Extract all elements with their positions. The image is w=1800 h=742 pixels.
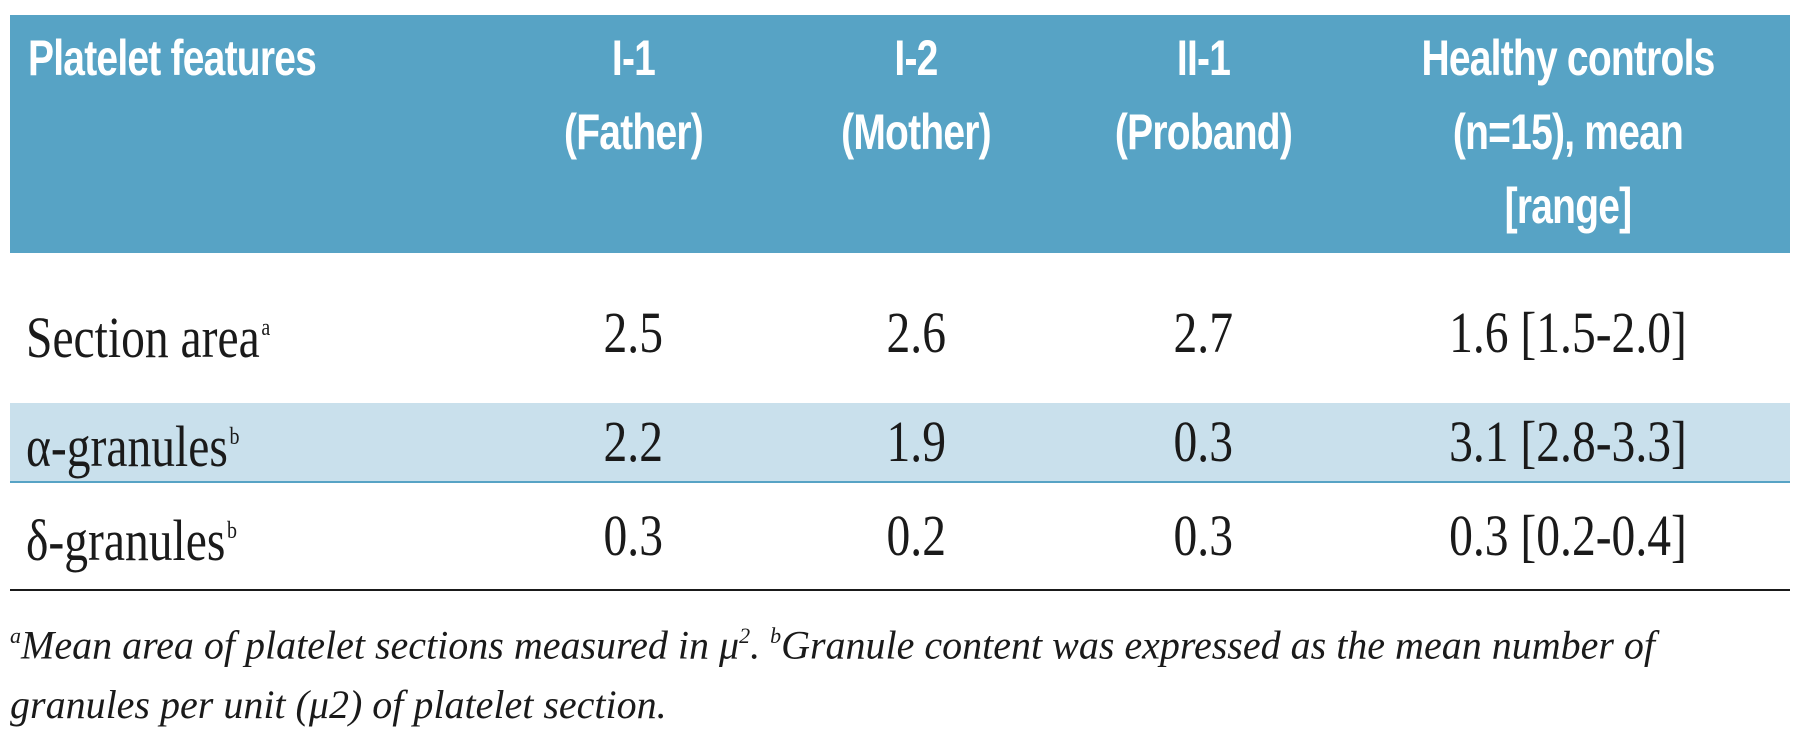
header-text: I-1 xyxy=(611,30,656,86)
footnote-marker: b xyxy=(229,423,240,451)
table-cell: 2.5 xyxy=(603,300,664,365)
table-cell: 0.3 xyxy=(1061,403,1346,483)
row-label-delta-granules: δ-granulesb xyxy=(10,482,496,591)
platelet-features-table: Platelet features I-1 (Father) I-2 (Moth… xyxy=(10,15,1790,591)
header-text: II-1 xyxy=(1176,30,1231,86)
table-cell: 0.3 xyxy=(496,482,771,591)
header-text: Platelet features xyxy=(28,30,317,86)
footnote-a-text: Mean area of platelet sections measured … xyxy=(21,622,740,668)
header-text: (Father) xyxy=(564,104,704,160)
feature-name: Section area xyxy=(26,304,260,370)
table-row: Section areaa 2.5 2.6 2.7 1.6 [1.5-2.0] xyxy=(10,253,1790,403)
header-text: [range] xyxy=(1504,178,1633,234)
table-cell: 3.1 [2.8-3.3] xyxy=(1346,403,1790,483)
unit-superscript: 2 xyxy=(739,623,751,648)
table-row: δ-granulesb 0.3 0.2 0.3 0.3 [0.2-0.4] xyxy=(10,482,1790,591)
header-row: Platelet features I-1 (Father) I-2 (Moth… xyxy=(10,15,1790,253)
table-cell: 2.7 xyxy=(1173,300,1234,365)
table-cell: 1.9 xyxy=(771,403,1061,483)
header-platelet-features: Platelet features xyxy=(10,15,496,253)
header-text: I-2 xyxy=(894,30,938,86)
table-row: α-granulesb 2.2 1.9 0.3 3.1 [2.8-3.3] xyxy=(10,403,1790,483)
table-cell: 0.3 [0.2-0.4] xyxy=(1346,482,1790,591)
table-cell: 0.3 xyxy=(1061,482,1346,591)
header-text: Healthy controls xyxy=(1421,30,1715,86)
footnote-marker-b: b xyxy=(770,623,782,648)
footnote-marker: b xyxy=(227,517,238,545)
header-proband: II-1 (Proband) xyxy=(1061,15,1346,253)
table-cell: 2.2 xyxy=(496,403,771,483)
footnote-marker-a: a xyxy=(10,623,21,648)
feature-name: δ-granules xyxy=(26,507,226,573)
header-text: (n=15), mean xyxy=(1452,104,1684,160)
footnote-b-text: Granule content was expressed as the mea… xyxy=(10,622,1656,728)
header-text: (Proband) xyxy=(1114,104,1293,160)
footnote-marker: a xyxy=(261,314,271,342)
table-cell: 0.2 xyxy=(771,482,1061,591)
row-label-alpha-granules: α-granulesb xyxy=(10,403,496,483)
table-footnote: aMean area of platelet sections measured… xyxy=(10,606,1790,735)
platelet-table-container: Platelet features I-1 (Father) I-2 (Moth… xyxy=(10,15,1790,591)
header-father: I-1 (Father) xyxy=(496,15,771,253)
header-text: (Mother) xyxy=(841,104,992,160)
footnote-separator: . xyxy=(750,622,771,668)
feature-name: α-granules xyxy=(26,413,228,479)
header-mother: I-2 (Mother) xyxy=(771,15,1061,253)
table-cell: 1.6 [1.5-2.0] xyxy=(1449,300,1687,365)
row-label-section-area: Section areaa xyxy=(10,253,496,403)
table-cell: 2.6 xyxy=(886,300,946,365)
header-healthy-controls: Healthy controls (n=15), mean [range] xyxy=(1346,15,1790,253)
